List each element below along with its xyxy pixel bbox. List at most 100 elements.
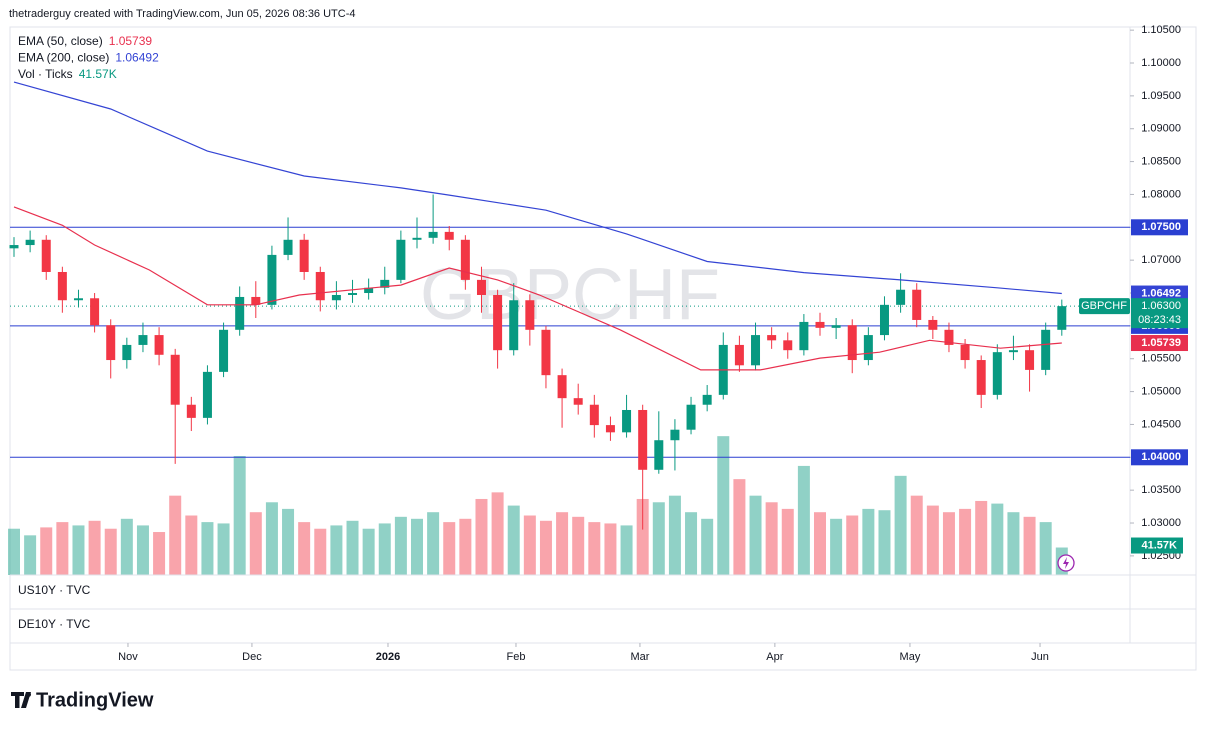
volume-bar	[459, 518, 472, 575]
candle-body	[654, 440, 664, 470]
logo-dot	[26, 692, 31, 697]
candle-body	[154, 335, 164, 355]
candle-body	[589, 404, 599, 426]
volume-bar	[636, 498, 649, 575]
candle-body	[783, 340, 793, 351]
candle-body	[638, 409, 648, 470]
candle-body	[493, 294, 503, 351]
volume-bar	[330, 525, 343, 575]
volume-bar	[24, 535, 37, 575]
credit: thetraderguy created with TradingView.co…	[9, 8, 356, 20]
price-tag-label: 1.06300	[1141, 300, 1181, 312]
volume-bar	[507, 505, 520, 575]
volume-bar	[701, 518, 714, 575]
candle-body	[331, 294, 341, 301]
symbol-tag-label: GBPCHF	[1081, 300, 1127, 312]
volume-bar	[652, 502, 665, 575]
level-tag	[1131, 219, 1188, 236]
candle-body	[444, 231, 454, 240]
level-tag	[1131, 449, 1188, 466]
volume-bar	[346, 520, 359, 575]
candle-body	[315, 271, 325, 301]
candle-body	[348, 293, 358, 295]
candle-body	[557, 375, 567, 399]
candle-body	[57, 271, 67, 301]
volume-bar	[475, 498, 488, 575]
legend-name: Vol · Ticks	[18, 67, 73, 81]
candle-body	[1041, 329, 1051, 370]
volume-bar	[72, 525, 85, 575]
volume-bar	[362, 528, 375, 575]
volume-bar	[556, 512, 569, 575]
candle-body	[1057, 306, 1067, 330]
volume-bar	[1007, 512, 1020, 575]
pane-label: US10Y · TVC	[18, 583, 91, 597]
volume-bar	[88, 520, 101, 575]
chart-frame	[9, 26, 1197, 671]
background-layer	[8, 436, 1068, 575]
countdown: 08:23:43	[1138, 314, 1181, 326]
volume-bar	[249, 512, 262, 575]
x-tick-label: Jun	[1031, 651, 1049, 663]
x-tick-label: 2026	[376, 651, 400, 663]
legend-value: 1.05739	[109, 34, 153, 48]
candle-body	[25, 239, 35, 246]
volume-bar	[894, 475, 907, 575]
candle-body	[912, 289, 922, 320]
volume-bar	[942, 512, 955, 575]
logo-icon	[11, 692, 31, 708]
volume-bar	[427, 512, 440, 575]
candle-body	[573, 398, 583, 405]
candle-body	[122, 344, 132, 361]
volume-bar	[878, 510, 891, 575]
candle-body	[976, 360, 986, 395]
candle-body	[799, 321, 809, 351]
volume-bar	[153, 532, 166, 575]
candle-body	[702, 394, 712, 405]
volume-bar	[926, 505, 939, 575]
candle-body	[364, 287, 374, 294]
x-tick-label: Mar	[630, 651, 649, 663]
volume-bar	[797, 465, 810, 575]
x-tick-label: Apr	[766, 651, 783, 663]
x-tick-label: May	[900, 651, 921, 663]
volume-bar	[588, 522, 601, 575]
candle-body	[767, 335, 777, 341]
volume-bar	[604, 523, 617, 575]
level-label: 1.07500	[1141, 221, 1181, 233]
volume-bar	[1039, 522, 1052, 575]
candle-body	[686, 404, 696, 430]
volume-bar	[830, 518, 843, 575]
volume-bar	[56, 522, 69, 575]
volume-bar	[781, 508, 794, 575]
ema-tag	[1131, 335, 1188, 352]
volume-bar	[378, 523, 391, 575]
volume-bar	[523, 515, 536, 575]
candle-body	[1008, 350, 1018, 353]
ema-tag-label: 1.06492	[1141, 287, 1181, 299]
volume-bar	[572, 516, 585, 575]
candle-body	[138, 335, 148, 345]
volume-bar	[668, 495, 681, 575]
volume-bar	[120, 518, 133, 575]
candle-body	[9, 245, 19, 249]
volume-bar	[104, 528, 117, 575]
candle-body	[219, 329, 229, 372]
y-tick-label: 1.08000	[1141, 188, 1181, 200]
volume-bar	[733, 479, 746, 575]
candle-body	[815, 321, 825, 328]
volume-bar	[717, 436, 730, 575]
candle-body	[992, 352, 1002, 395]
candle-body	[283, 239, 293, 255]
y-tick-label: 1.10500	[1141, 24, 1181, 36]
y-tick-label: 1.04500	[1141, 418, 1181, 430]
candle-body	[605, 425, 615, 433]
ema-line	[13, 81, 1062, 295]
volume-bar	[8, 528, 20, 575]
volume-bar	[959, 508, 972, 575]
y-tick-label: 1.03500	[1141, 484, 1181, 496]
candle-body	[525, 300, 535, 330]
x-tick-label: Nov	[118, 651, 138, 663]
candle-body	[106, 325, 116, 361]
y-tick-label: 1.05500	[1141, 353, 1181, 365]
